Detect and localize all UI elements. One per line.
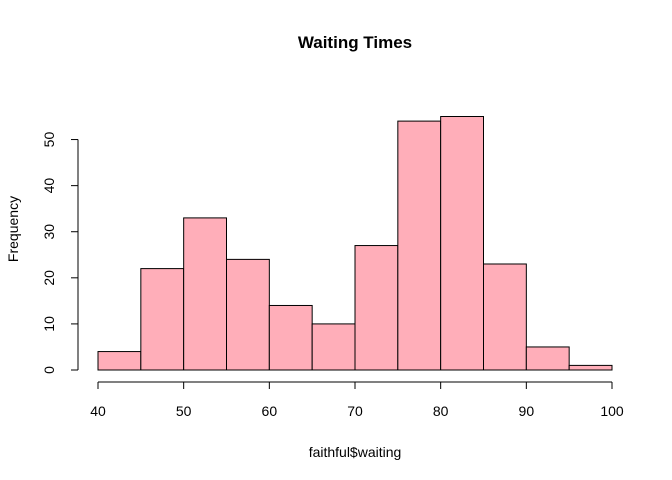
- x-axis-label: faithful$waiting: [309, 444, 402, 460]
- histogram-bar: [568, 364, 613, 371]
- y-tick-label: 0: [41, 366, 57, 374]
- histogram-bar: [483, 263, 527, 371]
- histogram-bar: [226, 258, 270, 371]
- histogram-bar: [183, 217, 228, 371]
- histogram-bar: [354, 245, 399, 371]
- y-axis-label: Frequency: [5, 196, 21, 262]
- x-tick-label: 40: [90, 403, 106, 419]
- histogram-bar: [311, 323, 356, 371]
- histogram-bar: [140, 268, 185, 371]
- bars-group: [97, 116, 613, 371]
- y-axis: 0 10 20 30 40 50: [41, 132, 79, 374]
- histogram-bar: [268, 304, 313, 371]
- histogram-bar: [97, 351, 142, 371]
- x-tick-label: 50: [176, 403, 192, 419]
- y-tick-label: 50: [41, 132, 57, 148]
- x-tick-label: 70: [347, 403, 363, 419]
- x-tick-label: 100: [600, 403, 624, 419]
- x-axis: 40 50 60 70 80 90 100: [90, 381, 624, 419]
- y-tick-label: 10: [41, 316, 57, 332]
- histogram-bar: [397, 120, 442, 371]
- y-tick-label: 40: [41, 178, 57, 194]
- histogram-bar: [525, 346, 570, 371]
- y-tick-label: 20: [41, 270, 57, 286]
- histogram-bar: [440, 116, 484, 371]
- chart-title: Waiting Times: [298, 33, 412, 52]
- x-tick-label: 80: [433, 403, 449, 419]
- y-tick-label: 30: [41, 224, 57, 240]
- x-tick-label: 60: [262, 403, 278, 419]
- x-tick-label: 90: [519, 403, 535, 419]
